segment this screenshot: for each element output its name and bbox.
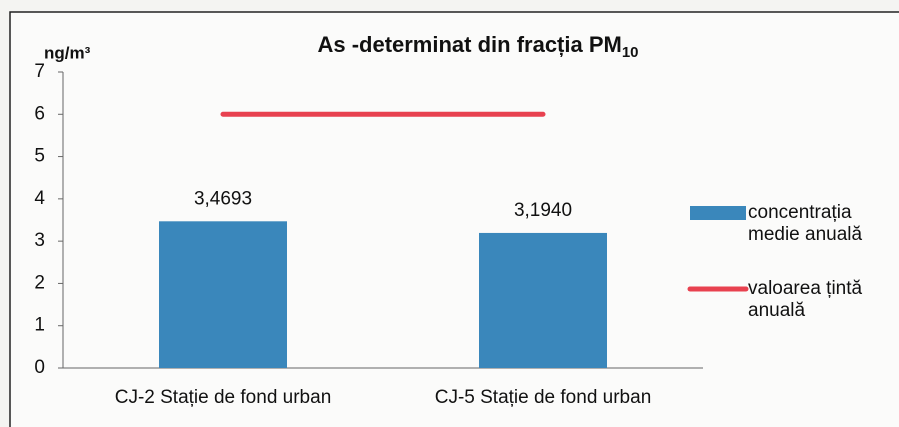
data-label: 3,4693 [194, 188, 252, 209]
y-tick-label: 0 [34, 357, 45, 378]
chart-frame [9, 11, 899, 427]
y-tick-label: 2 [34, 272, 45, 293]
legend-label: concentrația medie anuală [748, 202, 863, 245]
y-tick-label: 4 [34, 188, 45, 209]
x-tick-label: CJ-2 Stație de fond urban [115, 387, 332, 408]
y-tick-label: 1 [34, 315, 45, 336]
y-tick-label: 5 [34, 146, 45, 167]
y-tick-label: 7 [34, 61, 45, 82]
bar [479, 232, 607, 368]
data-label: 3,1940 [514, 200, 572, 221]
y-tick-label: 6 [34, 103, 45, 124]
bar [159, 221, 287, 368]
title-main: As -determinat din fracția PM [317, 32, 621, 57]
y-tick-label: 3 [34, 230, 45, 251]
legend-swatch [690, 206, 746, 220]
x-tick-label: CJ-5 Stație de fond urban [435, 387, 652, 408]
legend-label: valoarea țintă anuală [748, 278, 863, 321]
y-axis-label: ng/m³ [44, 43, 91, 62]
chart-title: As -determinat din fracția PM10 [317, 32, 638, 61]
title-subscript: 10 [622, 44, 639, 61]
